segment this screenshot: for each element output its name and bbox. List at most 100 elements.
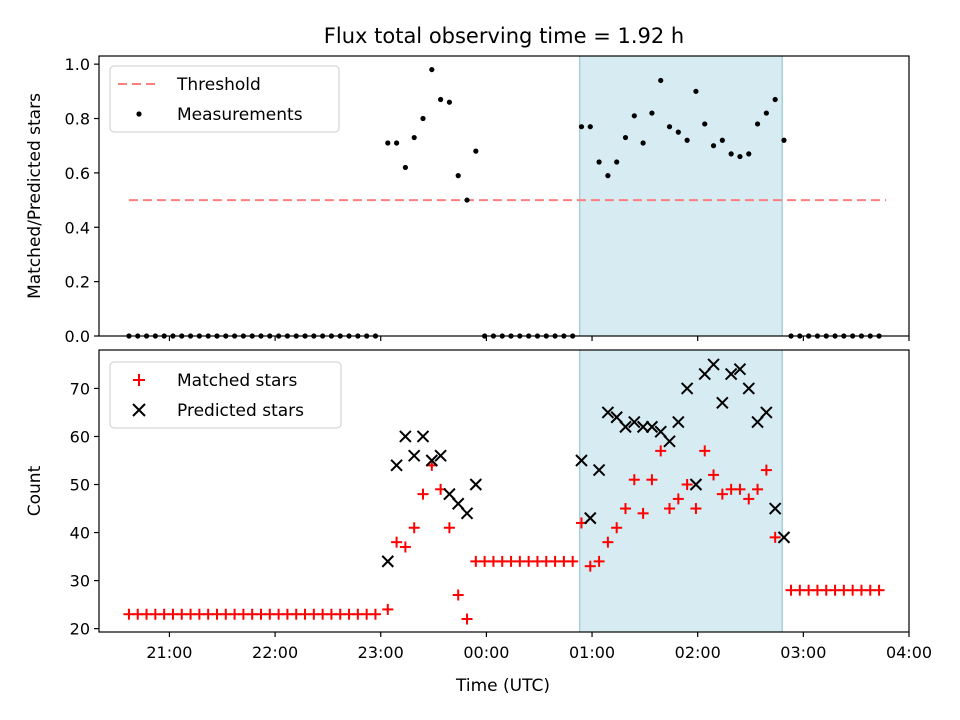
measurement-point [710,143,717,149]
measurement-point [649,110,655,116]
matched-star-point [399,541,411,553]
matched-star-point [690,503,702,515]
matched-star-point [655,445,667,457]
measurement-point [675,129,681,135]
predicted-star-point [689,478,703,491]
matched-star-point [461,613,473,625]
matched-star-point [628,474,640,486]
count-legend-box [109,361,342,429]
measurement-point [605,173,611,179]
matched-star-point [664,503,676,515]
predicted-star-point [672,415,685,429]
predicted-star-point [610,411,623,424]
matched-star-point [452,589,464,601]
matched-star-point [417,488,429,500]
y-tick-label: 30 [70,572,90,591]
predicted-star-point [407,449,421,462]
predicted-star-point [460,507,474,520]
predicted-star-point [724,367,738,381]
legend-matched-swatch [133,374,145,386]
observing-window-span [579,349,783,633]
measurement-point [587,124,593,130]
matched-stars-points [123,445,885,625]
predicted-star-point [619,420,632,434]
legend-measurement-swatch [136,111,142,117]
legend-matched-label: Matched stars [177,371,297,391]
matched-star-point [646,474,658,486]
y-tick-label: 60 [70,427,90,446]
matched-star-point [708,469,720,481]
matched-star-point [760,464,772,476]
count-legend: Matched stars Predicted stars [109,361,342,429]
predicted-star-point [698,367,711,381]
measurement-point [772,96,778,103]
predicted-star-point [628,415,641,429]
matched-star-point [391,536,403,548]
y-tick-label: 1.0 [65,55,90,74]
measurement-point [429,66,435,73]
matched-star-point [443,522,455,534]
count-panel: 20 30 40 50 60 70 21:00 22:00 23:00 00:00 01:00 02… [25,349,932,696]
predicted-star-point [760,406,773,419]
predicted-star-point [751,415,764,429]
measurement-point [728,151,734,157]
legend-threshold-label: Threshold [176,75,261,95]
ratio-y-axis-label: Matched/Predicted stars [25,93,45,299]
matched-star-point [716,488,728,500]
measurement-point [640,140,646,146]
measurement-point [631,113,637,119]
x-tick-label: 04:00 [886,643,932,662]
ratio-legend: Threshold Measurements [109,65,340,133]
predicted-star-point [742,382,755,395]
count-y-ticks: 20 30 40 50 60 70 [70,379,99,639]
ratio-legend-box [109,65,340,133]
y-tick-label: 70 [70,379,90,398]
matched-star-point [873,584,885,596]
measurement-point [473,148,479,154]
matched-star-point [593,555,605,567]
x-tick-label: 00:00 [463,643,509,662]
measurement-point [446,99,453,105]
matched-star-point [699,445,711,457]
y-tick-label: 0.4 [65,218,90,237]
ratio-y-ticks: 0.0 0.2 0.4 0.6 0.8 1.0 [65,55,99,346]
ratio-panel-frame [98,55,910,337]
count-x-ticks: 21:00 22:00 23:00 00:00 01:00 02:00 03:00 04:00 [146,632,932,662]
matched-star-point [382,603,394,615]
measurement-point [763,110,769,116]
y-tick-label: 0.8 [65,110,90,129]
predicted-star-point [680,382,694,395]
x-tick-label: 22:00 [252,643,298,662]
matched-star-point [584,560,596,572]
measurement-point [719,137,725,143]
predicted-star-point [707,358,720,371]
y-tick-label: 0.6 [65,164,90,183]
measurement-point [684,137,690,143]
x-tick-label: 02:00 [675,643,721,662]
matched-star-point [408,522,420,534]
measurement-point [393,140,400,146]
matched-star-point [769,531,781,543]
predicted-star-point [381,555,394,568]
measurement-point [781,137,787,143]
matched-star-point [620,503,631,515]
measurement-point [596,159,602,165]
x-axis-label: Time (UTC) [455,676,550,696]
matched-star-point [611,522,623,534]
matched-star-point [681,479,693,491]
measurement-point [464,197,470,203]
legend-measurement-label: Measurements [177,105,303,125]
x-tick-label: 03:00 [780,643,826,662]
predicted-star-point [592,463,606,477]
measurement-point [693,88,699,94]
predicted-star-point [452,497,465,510]
measurement-point [455,173,461,179]
x-tick-label: 21:00 [146,643,192,662]
legend-predicted-swatch [132,403,146,417]
y-tick-label: 0.0 [65,327,90,346]
predicted-star-point [663,435,676,448]
predicted-star-point [733,363,747,376]
predicted-star-point [416,430,430,443]
figure-title: Flux total observing time = 1.92 h [324,24,684,48]
predicted-star-point [575,454,588,467]
